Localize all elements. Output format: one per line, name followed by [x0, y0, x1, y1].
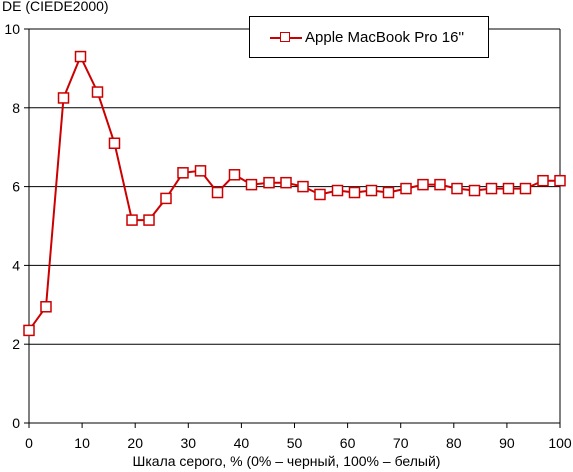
- x-tick-label: 50: [287, 435, 303, 451]
- data-point-marker: [400, 182, 412, 195]
- legend: Apple MacBook Pro 16'': [249, 16, 489, 58]
- x-tick-label: 90: [499, 435, 515, 451]
- data-point-marker: [160, 192, 172, 205]
- x-tick-label: 70: [393, 435, 409, 451]
- data-point-marker: [468, 184, 481, 197]
- legend-entry-label: Apple MacBook Pro 16'': [305, 29, 465, 46]
- data-point-marker: [314, 188, 326, 201]
- data-point-marker: [382, 186, 395, 199]
- x-tick-label: 0: [25, 435, 33, 451]
- data-point-marker: [365, 184, 378, 197]
- data-point-marker: [91, 86, 104, 98]
- y-tick-label: 2: [12, 336, 20, 352]
- y-tick-label: 0: [12, 415, 20, 431]
- data-point-marker: [554, 174, 566, 187]
- data-point-marker: [348, 186, 361, 199]
- x-tick-label: 10: [74, 435, 90, 451]
- data-point-marker: [280, 176, 292, 189]
- data-point-marker: [502, 182, 515, 195]
- y-axis-label: DE (CIEDE2000): [2, 0, 109, 14]
- data-point-marker: [40, 301, 52, 313]
- data-point-marker: [126, 214, 138, 226]
- x-tick-label: 100: [548, 435, 572, 451]
- x-tick-label: 40: [234, 435, 250, 451]
- data-point-marker: [519, 182, 532, 195]
- data-point-marker: [143, 214, 155, 226]
- data-point-marker: [194, 165, 207, 177]
- data-point-marker: [23, 324, 35, 337]
- x-tick-label: 30: [181, 435, 197, 451]
- data-point-marker: [74, 50, 87, 63]
- data-point-marker: [57, 92, 70, 104]
- data-point-marker: [485, 182, 498, 195]
- y-tick-label: 6: [12, 179, 20, 195]
- data-point-marker: [108, 137, 121, 150]
- y-tick-label: 10: [4, 21, 20, 37]
- x-tick-label: 20: [127, 435, 143, 451]
- data-point-marker: [537, 174, 549, 187]
- data-point-marker: [245, 178, 258, 191]
- data-point-marker: [177, 167, 189, 179]
- x-tick-label: 80: [446, 435, 462, 451]
- x-axis-label: Шкала серого, % (0% – черный, 100% – бел…: [132, 453, 441, 469]
- data-point-marker: [263, 176, 275, 189]
- data-point-marker: [451, 182, 463, 195]
- data-point-marker: [297, 180, 309, 193]
- series-line: [28, 54, 560, 331]
- data-point-marker: [228, 169, 241, 181]
- x-tick-label: 60: [340, 435, 356, 451]
- data-point-marker: [331, 184, 344, 197]
- data-point-marker: [211, 186, 224, 199]
- y-tick-label: 4: [12, 257, 20, 273]
- legend-square-marker-icon: [280, 32, 290, 42]
- y-tick-label: 8: [12, 100, 20, 116]
- data-point-marker: [434, 178, 446, 191]
- data-point-marker: [417, 178, 429, 191]
